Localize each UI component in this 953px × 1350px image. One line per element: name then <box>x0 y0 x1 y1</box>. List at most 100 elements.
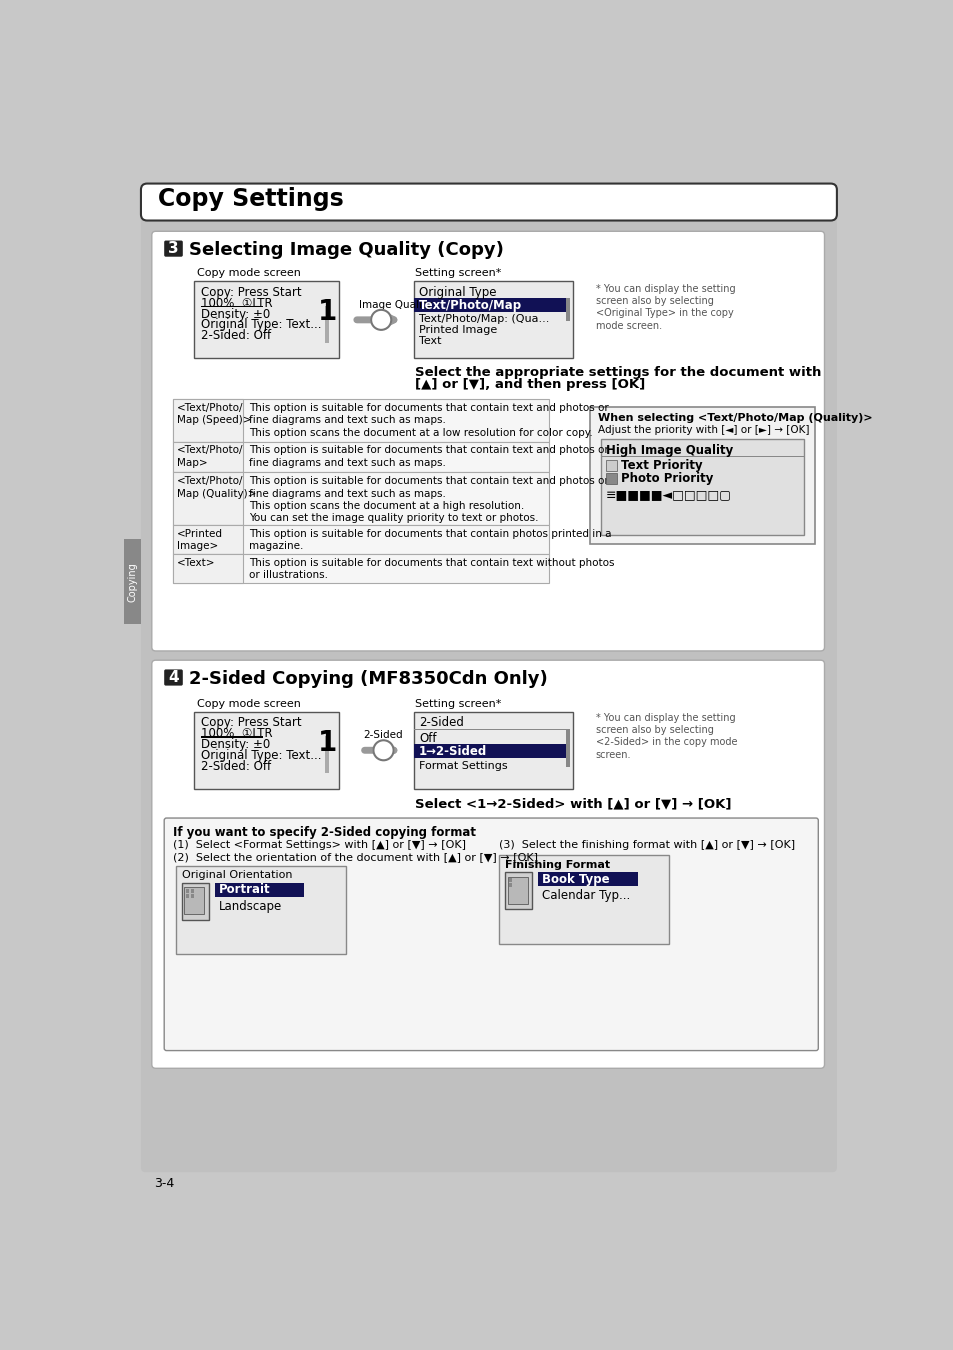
Text: When selecting <Text/Photo/Map (Quality)>: When selecting <Text/Photo/Map (Quality)… <box>598 413 872 423</box>
Bar <box>325 306 328 343</box>
Bar <box>509 878 512 882</box>
Text: Copy mode screen: Copy mode screen <box>196 269 300 278</box>
Text: Format Settings: Format Settings <box>418 761 507 771</box>
Bar <box>173 441 243 472</box>
Bar <box>414 711 572 788</box>
Bar <box>566 729 570 767</box>
Text: Copy mode screen: Copy mode screen <box>196 699 300 709</box>
Text: 1→2-Sided: 1→2-Sided <box>418 745 487 757</box>
Text: Density: ±0: Density: ±0 <box>201 738 271 751</box>
Text: Original Type: Original Type <box>418 286 497 298</box>
Text: Setting screen*: Setting screen* <box>415 699 501 709</box>
Bar <box>590 406 815 544</box>
Text: Copying: Copying <box>128 562 137 602</box>
Bar <box>173 441 549 472</box>
Text: <Text/Photo/
Map>: <Text/Photo/ Map> <box>177 446 244 467</box>
Text: Portrait: Portrait <box>218 883 270 896</box>
Text: Finishing Format: Finishing Format <box>505 860 610 869</box>
FancyBboxPatch shape <box>141 217 836 1172</box>
Bar <box>186 894 189 898</box>
Text: <Text/Photo/
Map (Quality)>: <Text/Photo/ Map (Quality)> <box>177 477 256 498</box>
Bar <box>182 883 209 919</box>
Text: Image Quality: Image Quality <box>359 300 433 310</box>
FancyBboxPatch shape <box>141 184 836 220</box>
Text: 4: 4 <box>168 670 178 686</box>
Text: Book Type: Book Type <box>541 872 609 886</box>
Text: Text/Photo/Map: Text/Photo/Map <box>418 300 521 312</box>
Text: Text/Photo/Map: (Qua...: Text/Photo/Map: (Qua... <box>418 315 549 324</box>
Text: Off: Off <box>418 732 436 745</box>
Text: 100%  ①LTR: 100% ①LTR <box>201 297 273 309</box>
Bar <box>605 460 617 471</box>
Text: Printed Image: Printed Image <box>418 325 497 335</box>
Bar <box>414 298 566 312</box>
Text: This option is suitable for documents that contain photos printed in a
magazine.: This option is suitable for documents th… <box>249 528 611 551</box>
Bar <box>509 883 512 887</box>
Text: ≡■■■■◄□□□□▢: ≡■■■■◄□□□□▢ <box>605 489 731 501</box>
Text: Text Priority: Text Priority <box>620 459 701 472</box>
Text: Selecting Image Quality (Copy): Selecting Image Quality (Copy) <box>189 242 503 259</box>
Text: Original Type: Text...: Original Type: Text... <box>201 319 321 331</box>
FancyBboxPatch shape <box>164 240 183 256</box>
Text: 2-Sided: Off: 2-Sided: Off <box>201 760 272 772</box>
Bar <box>173 400 243 441</box>
Bar <box>505 872 532 909</box>
Bar <box>191 894 193 898</box>
Bar <box>605 472 617 483</box>
Bar <box>325 736 328 774</box>
Text: This option is suitable for documents that contain text and photos or
fine diagr: This option is suitable for documents th… <box>249 404 608 437</box>
Text: 3-4: 3-4 <box>154 1177 174 1189</box>
Text: 2-Sided: 2-Sided <box>418 717 463 729</box>
Text: 2-Sided: Off: 2-Sided: Off <box>201 329 272 342</box>
FancyBboxPatch shape <box>164 670 183 686</box>
Text: (2)  Select the orientation of the document with [▲] or [▼] → [OK]: (2) Select the orientation of the docume… <box>173 852 537 861</box>
Text: Copy Settings: Copy Settings <box>158 188 343 212</box>
Text: Copy: Press Start: Copy: Press Start <box>201 286 302 298</box>
Bar <box>184 887 204 914</box>
Text: Original Type: Text...: Original Type: Text... <box>201 749 321 761</box>
Text: High Image Quality: High Image Quality <box>605 444 733 456</box>
Text: Density: ±0: Density: ±0 <box>201 308 271 320</box>
Text: Select the appropriate settings for the document with: Select the appropriate settings for the … <box>415 366 821 379</box>
Bar <box>498 855 669 944</box>
Text: If you want to specify 2-Sided copying format: If you want to specify 2-Sided copying f… <box>173 826 476 838</box>
Bar <box>173 554 243 583</box>
Text: This option is suitable for documents that contain text without photos
or illust: This option is suitable for documents th… <box>249 558 614 580</box>
Text: (3)  Select the finishing format with [▲] or [▼] → [OK]: (3) Select the finishing format with [▲]… <box>498 840 794 849</box>
Text: * You can display the setting
screen also by selecting
<Original Type> in the co: * You can display the setting screen als… <box>596 284 735 331</box>
Text: Adjust the priority with [◄] or [►] → [OK]: Adjust the priority with [◄] or [►] → [O… <box>598 425 809 435</box>
Bar <box>214 883 303 896</box>
Bar <box>175 865 346 954</box>
Text: 1: 1 <box>317 298 336 327</box>
Text: Copy: Press Start: Copy: Press Start <box>201 717 302 729</box>
Bar <box>173 472 243 525</box>
Text: Calendar Typ...: Calendar Typ... <box>541 888 629 902</box>
Bar <box>173 472 549 525</box>
Text: Original Orientation: Original Orientation <box>182 871 293 880</box>
Bar <box>414 744 566 757</box>
Bar <box>193 711 339 788</box>
Bar <box>191 888 193 892</box>
Text: This option is suitable for documents that contain text and photos or
fine diagr: This option is suitable for documents th… <box>249 477 608 524</box>
FancyBboxPatch shape <box>152 231 823 651</box>
Text: (1)  Select <Format Settings> with [▲] or [▼] → [OK]: (1) Select <Format Settings> with [▲] or… <box>173 840 466 849</box>
Bar <box>566 298 570 321</box>
Text: <Text>: <Text> <box>177 558 215 568</box>
Text: This option is suitable for documents that contain text and photos or
fine diagr: This option is suitable for documents th… <box>249 446 608 467</box>
Bar <box>124 539 141 624</box>
FancyBboxPatch shape <box>164 818 818 1050</box>
Text: [▲] or [▼], and then press [OK]: [▲] or [▼], and then press [OK] <box>415 378 645 392</box>
Bar <box>173 525 549 553</box>
Text: 1: 1 <box>317 729 336 757</box>
Text: 100%  ①LTR: 100% ①LTR <box>201 728 273 740</box>
Text: 3: 3 <box>168 242 178 256</box>
Text: Select <1→2-Sided> with [▲] or [▼] → [OK]: Select <1→2-Sided> with [▲] or [▼] → [OK… <box>415 798 731 810</box>
Text: * You can display the setting
screen also by selecting
<2-Sided> in the copy mod: * You can display the setting screen als… <box>596 713 737 760</box>
Bar <box>193 281 339 358</box>
Circle shape <box>371 310 391 329</box>
Text: 2-Sided: 2-Sided <box>363 730 402 740</box>
Text: 2-Sided Copying (MF8350Cdn Only): 2-Sided Copying (MF8350Cdn Only) <box>189 670 547 688</box>
Bar <box>507 876 527 903</box>
Bar <box>186 888 189 892</box>
Bar <box>537 872 638 886</box>
